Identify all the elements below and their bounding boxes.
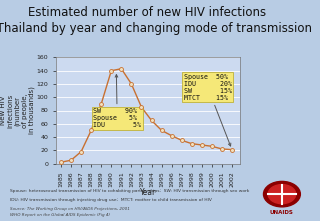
Point <box>79 150 84 153</box>
Point <box>189 142 194 145</box>
X-axis label: Year: Year <box>140 189 156 197</box>
Point <box>219 147 224 151</box>
Point <box>209 145 214 148</box>
Text: Estimated number of new HIV infections
in Thailand by year and changing mode of : Estimated number of new HIV infections i… <box>0 6 312 35</box>
Point <box>149 119 154 122</box>
Point <box>109 69 114 72</box>
Text: IDU: HIV transmission through injecting drug use;  MTCT: mother to child transmi: IDU: HIV transmission through injecting … <box>10 198 212 202</box>
Point <box>68 158 74 162</box>
Text: WHO Report on the Global AIDS Epidemic (Fig 4): WHO Report on the Global AIDS Epidemic (… <box>10 213 110 217</box>
Text: SW      90%
Spouse   5%
IDU       5%: SW 90% Spouse 5% IDU 5% <box>93 74 141 128</box>
Point <box>169 134 174 137</box>
Text: Spouse  50%
IDU      20%
SW       15%
MTCT    15%: Spouse 50% IDU 20% SW 15% MTCT 15% <box>184 74 232 146</box>
Circle shape <box>268 185 296 204</box>
Point <box>199 143 204 147</box>
Text: Spouse: heterosexual transmission of HIV to cohabiting partnerships;  SW: HIV tr: Spouse: heterosexual transmission of HIV… <box>10 189 249 193</box>
Point <box>159 129 164 132</box>
Point <box>129 82 134 86</box>
Point <box>119 67 124 70</box>
Point <box>89 129 94 132</box>
Y-axis label: New HIV
infections
(number
of people,
in thousands): New HIV infections (number of people, in… <box>0 87 35 134</box>
Text: Source: The Working Group on HIV/AIDS Projections, 2001: Source: The Working Group on HIV/AIDS Pr… <box>10 207 130 211</box>
Point <box>59 160 64 164</box>
Point <box>99 102 104 106</box>
Point <box>179 139 184 142</box>
Text: UNAIDS: UNAIDS <box>270 210 294 215</box>
Point <box>229 148 235 151</box>
Point <box>139 105 144 109</box>
Circle shape <box>263 181 300 207</box>
